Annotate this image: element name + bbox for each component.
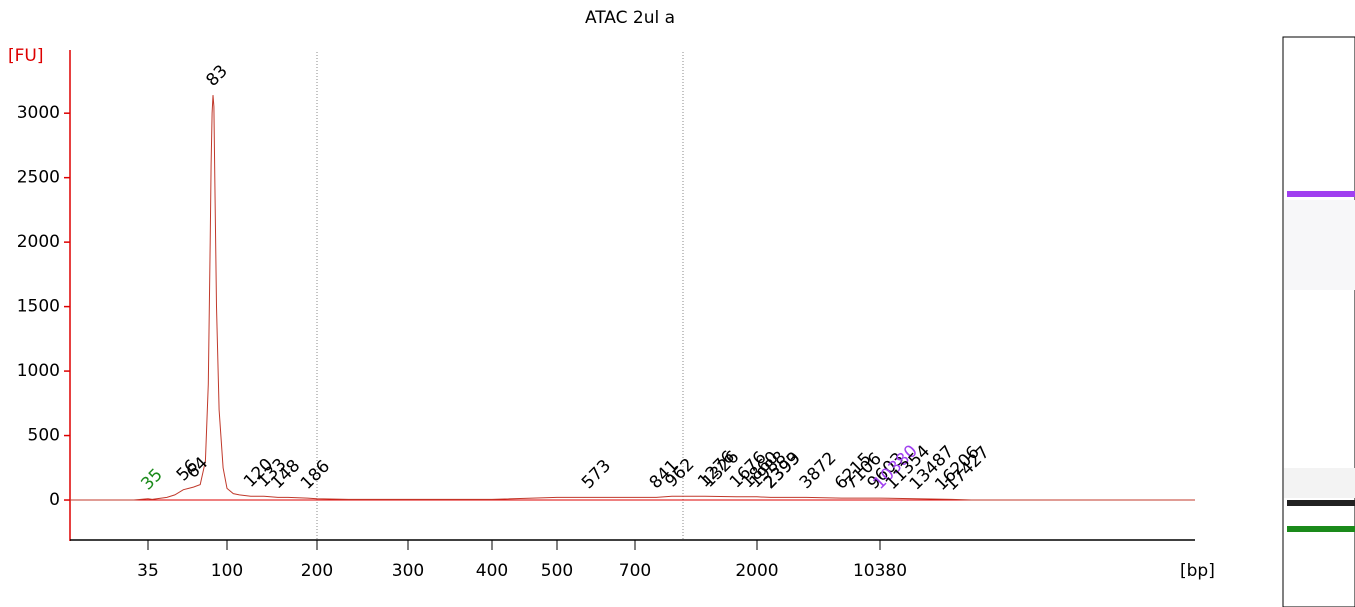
peak-label: 35 — [137, 465, 166, 494]
gel-lane — [1282, 36, 1355, 607]
x-tick-label: 35 — [137, 561, 159, 581]
y-tick-label: 2500 — [17, 168, 60, 188]
x-tick-label: 10380 — [853, 561, 907, 581]
x-axis-label: [bp] — [1180, 561, 1215, 581]
upper-marker-band — [1287, 191, 1355, 197]
x-tick-label: 2000 — [735, 561, 778, 581]
y-tick-label: 500 — [28, 426, 60, 446]
y-tick-label: 2000 — [17, 232, 60, 252]
gel-frame — [1282, 36, 1355, 607]
gel-smear — [1284, 200, 1355, 290]
y-tick-label: 3000 — [17, 103, 60, 123]
peak-label: 186 — [297, 457, 334, 494]
lower-marker-band — [1287, 526, 1355, 532]
y-tick-label: 1500 — [17, 297, 60, 317]
gel-smear — [1284, 468, 1355, 498]
y-axis-label: [FU] — [8, 46, 44, 66]
y-tick-label: 1000 — [17, 361, 60, 381]
chart-title: ATAC 2ul a — [585, 8, 675, 28]
x-tick-label: 500 — [541, 561, 573, 581]
x-tick-label: 700 — [619, 561, 651, 581]
x-tick-label: 100 — [211, 561, 243, 581]
peak-label: 573 — [578, 456, 615, 493]
x-tick-label: 300 — [392, 561, 424, 581]
trace — [70, 95, 1195, 501]
y-tick-label: 0 — [49, 490, 60, 510]
peak-label: 83 — [202, 61, 231, 90]
peak-label: 3872 — [796, 448, 841, 493]
x-tick-label: 400 — [476, 561, 508, 581]
x-tick-label: 200 — [301, 561, 333, 581]
main-band — [1287, 500, 1355, 506]
